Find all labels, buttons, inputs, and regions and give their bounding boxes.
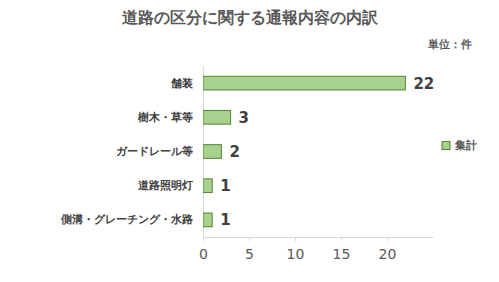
x-tick: 15 bbox=[333, 237, 351, 262]
x-tick-label: 20 bbox=[379, 246, 397, 262]
category-label: 道路照明灯 bbox=[137, 179, 193, 192]
x-tick-label: 10 bbox=[287, 246, 305, 262]
x-tick: 0 bbox=[199, 237, 208, 262]
bar bbox=[203, 179, 212, 193]
category-label: 舗装 bbox=[170, 77, 193, 90]
y-tick: 側溝・グレーチング・水路 bbox=[60, 213, 203, 226]
x-axis: 0 5 10 15 20 bbox=[199, 237, 433, 262]
bars bbox=[203, 76, 405, 226]
data-label: 3 bbox=[239, 109, 249, 127]
category-label: 樹木・草等 bbox=[137, 111, 193, 124]
background bbox=[0, 0, 499, 282]
category-label: 側溝・グレーチング・水路 bbox=[60, 213, 193, 226]
data-labels: 22 32 1 1 bbox=[220, 75, 434, 230]
x-tick: 5 bbox=[245, 237, 254, 262]
y-tick: 樹木・草等 bbox=[137, 111, 203, 124]
x-tick-mark bbox=[341, 237, 342, 241]
legend-item: 集計 bbox=[442, 139, 477, 152]
legend-swatch bbox=[442, 142, 450, 150]
x-tick: 20 bbox=[379, 237, 397, 262]
category-label: ガードレール等 bbox=[116, 145, 193, 158]
data-label: 2 bbox=[229, 143, 239, 161]
y-tick: ガードレール等 bbox=[116, 145, 203, 158]
y-tick: 道路照明灯 bbox=[137, 179, 203, 192]
annotation: 単位：件 bbox=[427, 38, 472, 51]
chart: 道路の区分に関する通報内容の内訳単位：件 0 5 10 15 20 舗装樹木・草等ガードレー… bbox=[0, 0, 499, 282]
plot: 05101520舗装樹木・草等ガードレール等道路照明灯側溝・グレーチング・水路2… bbox=[60, 67, 434, 263]
x-tick-mark bbox=[295, 237, 296, 241]
y-tick: 舗装 bbox=[170, 77, 203, 90]
data-label: 22 bbox=[413, 75, 434, 93]
y-axis: 舗装樹木・草等ガードレール等道路照明灯側溝・グレーチング・水路 bbox=[60, 67, 204, 238]
x-tick-mark bbox=[203, 237, 204, 241]
bar bbox=[203, 145, 221, 159]
legend-label: 集計 bbox=[454, 139, 477, 152]
x-tick-label: 0 bbox=[199, 246, 208, 262]
bar bbox=[203, 76, 405, 90]
x-tick-label: 15 bbox=[333, 246, 351, 262]
x-tick: 10 bbox=[287, 237, 305, 262]
x-tick-mark bbox=[387, 237, 388, 241]
legend: 集計 bbox=[442, 139, 477, 152]
x-tick-label: 5 bbox=[245, 246, 254, 262]
data-label: 1 bbox=[220, 177, 230, 195]
bar bbox=[203, 213, 212, 227]
title: 道路の区分に関する通報内容の内訳 bbox=[122, 8, 379, 27]
x-axis-line bbox=[204, 237, 434, 238]
bar bbox=[203, 110, 231, 124]
data-label: 1 bbox=[220, 211, 230, 229]
x-tick-mark bbox=[249, 237, 250, 241]
